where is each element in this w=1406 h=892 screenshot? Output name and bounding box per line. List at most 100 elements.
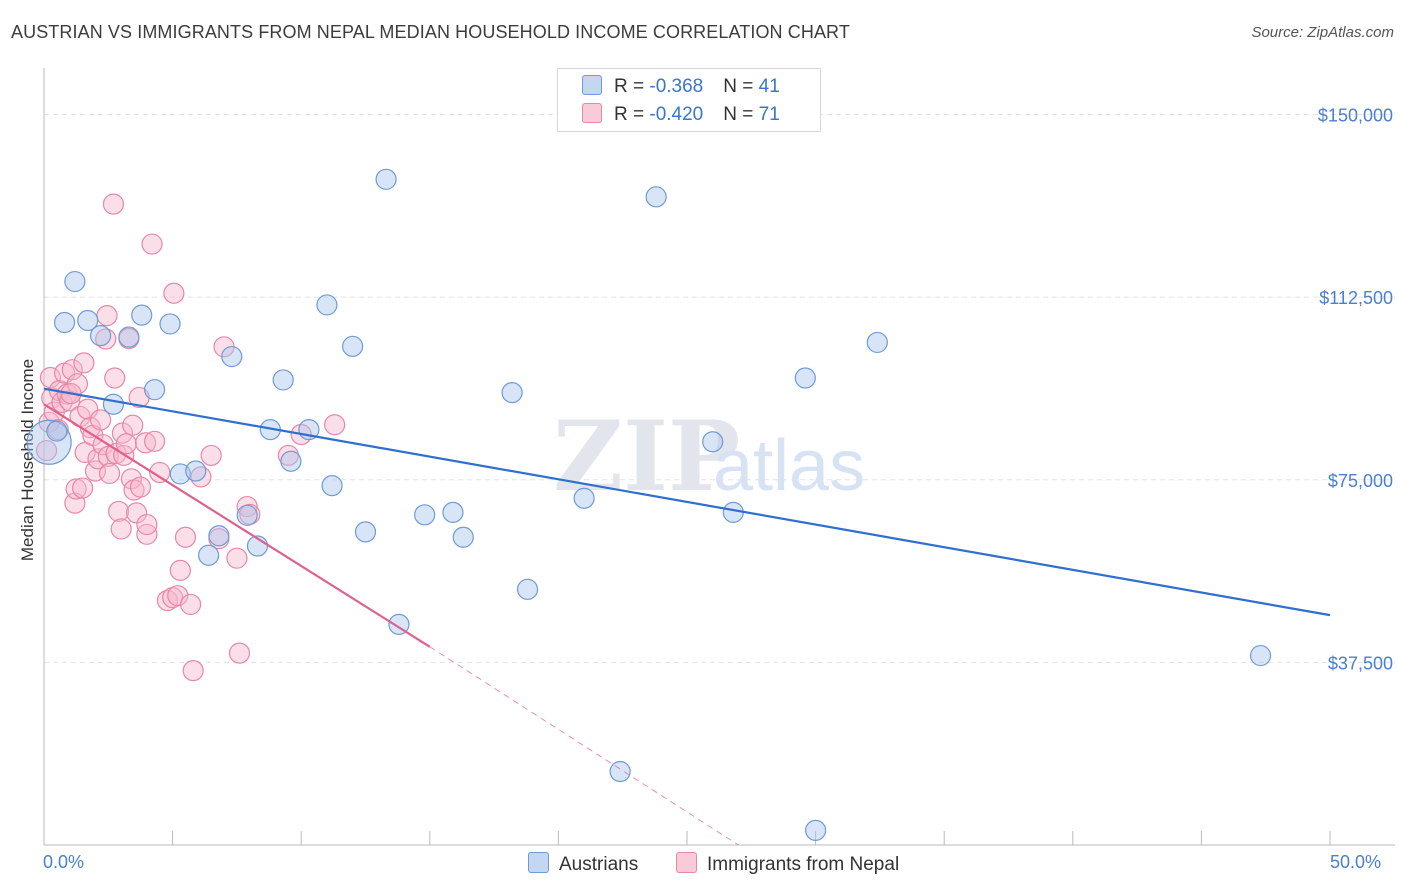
nepal-point — [134, 432, 157, 454]
x-max-label: 50.0% — [1330, 852, 1382, 872]
nepal-point — [96, 305, 118, 327]
trend-lines — [43, 387, 1331, 846]
nepal-point — [141, 233, 163, 255]
austrians-point — [442, 501, 464, 523]
nepal-point — [71, 477, 94, 499]
nepal-point — [129, 476, 152, 498]
legend-r-label: R = — [614, 76, 650, 97]
nepal-point — [35, 439, 58, 462]
nepal-point — [200, 444, 222, 467]
legend-r-value: -0.368 — [649, 76, 704, 97]
austrians-point — [221, 345, 243, 368]
austrians-point — [804, 819, 827, 841]
nepal-point — [180, 593, 202, 616]
austrians-point — [272, 369, 294, 391]
austrians-point — [159, 313, 181, 335]
austrians-point — [77, 309, 99, 332]
legend-r-label: R = — [614, 104, 650, 125]
nepal-point — [167, 585, 189, 607]
austrians-point — [316, 294, 338, 316]
austrians-point — [89, 325, 112, 347]
nepal-point — [136, 513, 158, 536]
legend-n-value: 71 — [758, 104, 780, 125]
nepal-point — [73, 352, 95, 374]
austrians-point — [702, 431, 724, 453]
nepal-trend-extension — [429, 646, 739, 846]
legend-item-nepal[interactable]: Immigrants from Nepal — [676, 852, 899, 876]
y-axis-label: Median Household Income — [18, 359, 37, 561]
nepal-point — [226, 547, 248, 569]
legend-row-nepal: R = -0.420 N = 71 — [582, 103, 780, 129]
austrians-point — [1249, 644, 1272, 667]
austrians-point — [414, 504, 436, 526]
legend-item-austrians[interactable]: Austrians — [528, 852, 638, 876]
austrians-point — [53, 311, 76, 334]
austrians-point — [236, 504, 258, 526]
austrians-trend-line — [43, 387, 1331, 617]
legend-row-austrians: R = -0.368 N = 41 — [582, 75, 780, 101]
austrians-point — [169, 463, 191, 485]
nepal-point — [107, 500, 130, 523]
austrians-point — [280, 450, 302, 472]
nepal-point — [149, 461, 171, 484]
austrians-point — [354, 521, 377, 543]
austrians-point — [866, 331, 888, 354]
austrians-point — [102, 393, 125, 415]
nepal-point — [61, 359, 83, 381]
austrians-point — [516, 578, 539, 600]
legend-n-value: 41 — [758, 76, 780, 97]
x-min-label: 0.0% — [43, 852, 85, 872]
nepal-point — [228, 642, 251, 664]
austrians-point — [321, 475, 343, 497]
y-tick-label: $112,500 — [1319, 288, 1393, 308]
nepal-point — [163, 282, 185, 304]
austrians-point — [501, 381, 523, 404]
legend-r-value: -0.420 — [649, 104, 704, 125]
chart-title: AUSTRIAN VS IMMIGRANTS FROM NEPAL MEDIAN… — [11, 22, 850, 42]
nepal-point — [174, 526, 197, 548]
series-austrians — [26, 168, 1272, 841]
y-tick-label: $75,000 — [1328, 471, 1393, 491]
nepal-swatch — [582, 103, 602, 123]
austrians-point — [46, 420, 68, 442]
nepal-swatch — [676, 852, 697, 873]
legend-label-nepal: Immigrants from Nepal — [707, 854, 900, 875]
austrians-point — [185, 460, 207, 482]
nepal-point — [92, 434, 114, 456]
austrians-point — [208, 525, 230, 547]
nepal-point — [89, 409, 112, 431]
nepal-point — [143, 430, 166, 452]
austrians-point — [794, 367, 816, 389]
austrians-point — [198, 544, 220, 566]
austrians-point — [645, 186, 667, 208]
nepal-point — [65, 478, 87, 500]
nepal-point — [236, 495, 258, 518]
nepal-point — [324, 414, 346, 436]
austrians-point — [118, 326, 140, 348]
legend-n-label: N = — [723, 104, 759, 125]
austrians-point — [143, 379, 166, 401]
austrians-swatch — [582, 75, 602, 95]
austrians-point — [342, 335, 364, 357]
nepal-point — [182, 660, 204, 682]
nepal-point — [104, 367, 126, 389]
y-tick-label: $37,500 — [1328, 653, 1393, 673]
grid — [44, 114, 1395, 663]
stats-legend: R = -0.368 N = 41 R = -0.420 N = 71 — [557, 68, 821, 132]
nepal-point — [122, 414, 144, 436]
watermark-atlas: atlas — [713, 426, 865, 506]
y-tick-label: $150,000 — [1318, 106, 1393, 126]
series-immigrants-from-nepal — [35, 193, 346, 682]
y-tick-labels: $37,500 $75,000 $112,500 $150,000 — [1318, 106, 1393, 674]
legend-label-austrians: Austrians — [559, 854, 639, 875]
legend-n-label: N = — [723, 76, 759, 97]
nepal-point — [98, 462, 121, 485]
watermark: ZIP atlas — [553, 400, 865, 513]
axes — [43, 68, 1395, 846]
austrians-point — [131, 304, 153, 326]
nepal-point — [110, 518, 132, 540]
nepal-trend-line — [43, 403, 431, 648]
austrians-point — [64, 270, 86, 293]
nepal-point — [102, 193, 125, 215]
